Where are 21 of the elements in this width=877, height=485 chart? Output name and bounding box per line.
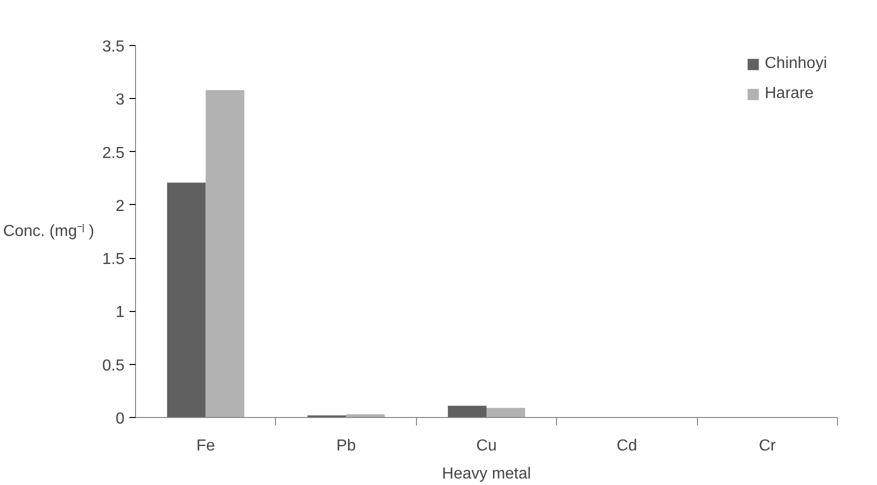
x-tick-label: Cu <box>476 438 497 454</box>
legend-label: Harare <box>764 85 814 103</box>
x-tick-label: Cd <box>616 438 638 454</box>
bar <box>486 408 526 418</box>
y-tick-label: 3 <box>116 92 125 109</box>
y-tick-label: 0.5 <box>102 357 125 374</box>
bar <box>448 406 486 418</box>
y-tick-label: 3.5 <box>102 38 125 56</box>
bar <box>167 182 206 418</box>
x-tick-label: Fe <box>196 438 216 454</box>
y-axis-title: Conc. (mg⁻ˡ ) <box>3 223 94 240</box>
y-tick-label: 2.5 <box>102 144 125 162</box>
x-tick-label: Pb <box>336 438 356 454</box>
y-tick-label: 1 <box>116 304 125 322</box>
legend-label: Chinhoyi <box>764 55 827 73</box>
x-tick-label: Cr <box>758 438 776 454</box>
y-tick-label: 0 <box>116 410 125 428</box>
y-tick-label: 2 <box>116 198 125 215</box>
y-tick-label: 1.5 <box>102 251 125 268</box>
bar <box>206 90 244 418</box>
x-axis-title: Heavy metal <box>442 466 531 482</box>
